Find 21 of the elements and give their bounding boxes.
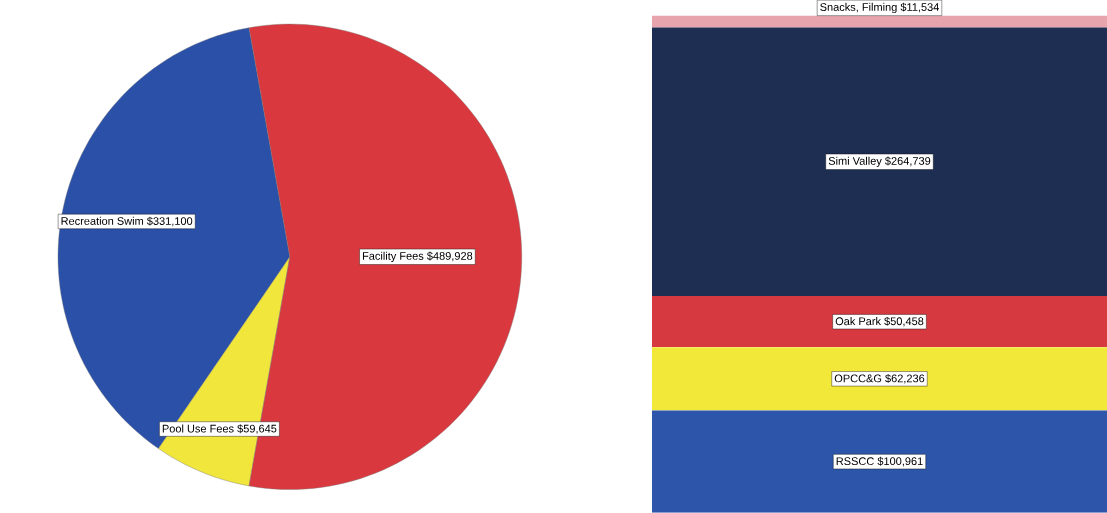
data-label: $50,458	[884, 316, 924, 327]
bar	[652, 410, 1107, 513]
bar	[652, 347, 1107, 411]
data-label: $62,236	[885, 374, 925, 384]
data-label: $11,534	[900, 2, 939, 13]
series-label: Oak Park	[835, 317, 882, 326]
series-label: Simi Valley	[828, 156, 882, 168]
series-label: OPCC&G	[834, 374, 882, 383]
slice-label: Facility Fees	[362, 251, 424, 263]
bar	[652, 296, 1107, 348]
series-label: Snacks, Filming	[820, 2, 897, 14]
bar	[652, 15, 1107, 28]
slice-label: Recreation Swim	[61, 216, 144, 226]
data-label: $100,961	[877, 456, 923, 467]
data-label: $331,100	[146, 216, 193, 227]
slice-label: Pool Use Fees	[162, 424, 234, 433]
data-label: $489,928	[426, 251, 473, 262]
data-label: $264,739	[885, 156, 931, 167]
bar	[652, 27, 1107, 297]
data-label: $59,645	[237, 424, 277, 434]
series-label: RSSCC	[836, 457, 874, 466]
